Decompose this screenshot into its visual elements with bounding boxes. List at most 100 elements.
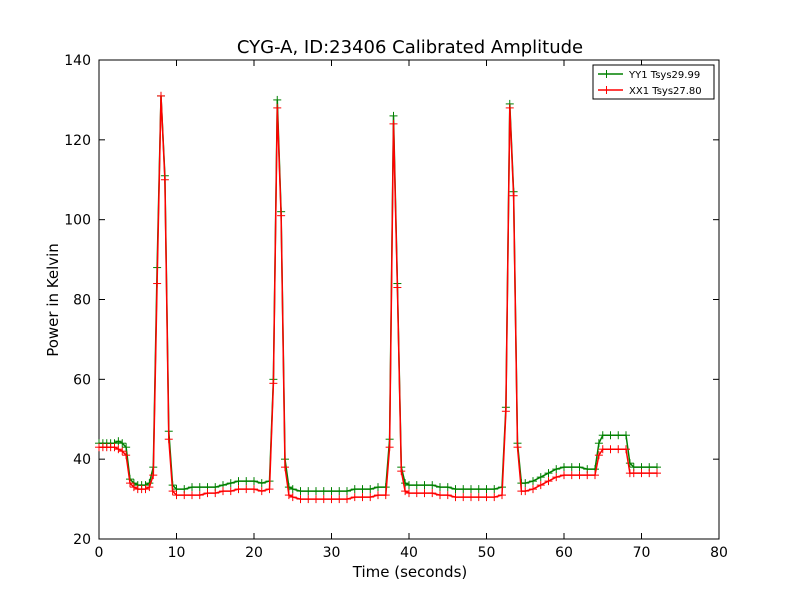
data-point [296,495,305,504]
data-point [490,493,499,502]
data-point [203,489,212,498]
data-point [226,479,235,488]
data-point [509,191,518,200]
chart-title: CYG-A, ID:23406 Calibrated Amplitude [237,37,583,58]
data-point [606,445,615,454]
data-point [343,487,351,496]
y-tick-label: 20 [73,532,91,548]
data-point [622,445,630,454]
data-point [129,483,138,492]
data-point [498,491,506,500]
data-point [180,491,189,500]
data-point [374,483,382,492]
data-point [598,445,607,454]
data-point [389,111,398,120]
data-point [583,471,592,480]
data-point [389,119,398,128]
data-point [412,489,421,498]
data-point [397,467,406,476]
data-point [118,439,127,448]
y-tick-label: 100 [64,213,91,229]
data-point [312,487,320,496]
data-point [393,283,402,292]
data-point [281,463,289,472]
data-point [219,487,227,496]
data-point [304,495,313,504]
data-point [521,479,530,488]
data-point [350,485,359,494]
data-point [257,487,266,496]
data-point [567,471,576,480]
data-point [172,491,181,500]
data-point [374,491,382,500]
data-point [451,485,460,494]
data-point [358,493,367,502]
data-point [234,485,243,494]
y-tick-label: 80 [73,293,91,309]
data-point [443,483,452,492]
series-layer [95,91,661,504]
legend-item: XX1 Tsys27.80 [598,86,702,97]
legend-box [592,64,715,100]
data-point [505,103,514,112]
data-point [168,487,177,496]
x-tick-label: 40 [400,545,418,561]
data-point [319,487,328,496]
data-point [385,443,394,452]
data-point [552,465,561,474]
data-point [436,491,444,500]
data-point [401,487,410,496]
data-point [536,473,545,482]
data-point [606,431,615,440]
data-point [490,485,499,494]
x-tick-label: 80 [710,545,728,561]
data-point [482,485,491,494]
data-point [250,485,258,494]
data-point [629,469,638,478]
data-point [160,175,169,184]
data-point [211,489,220,498]
data-point [312,495,320,504]
data-point [284,491,293,500]
data-point [436,483,444,492]
data-point [250,477,258,486]
data-point [188,491,196,500]
data-point [594,439,603,448]
data-point [428,481,437,490]
data-point [501,407,510,416]
data-point [474,485,483,494]
data-point [242,477,251,486]
y-tick-label: 40 [73,452,91,468]
y-tick-label: 60 [73,372,91,388]
data-point [459,493,468,502]
data-point [575,471,584,480]
data-point [343,495,351,504]
data-point [552,473,561,482]
y-axis-ticks: 20 40 60 80 100 120 140 [64,53,719,548]
data-point [319,495,328,504]
x-axis-label: Time (seconds) [352,563,468,581]
data-point [420,489,429,498]
legend: YY1 Tsys29.99 XX1 Tsys27.80 [592,64,715,100]
data-point [521,487,530,496]
x-tick-label: 70 [633,545,651,561]
data-point [544,477,553,486]
data-point [467,485,475,494]
data-point [653,469,661,478]
data-point [335,495,344,504]
data-point [304,487,313,496]
data-point [277,211,286,220]
data-point [273,103,282,112]
legend-label: YY1 Tsys29.99 [628,70,700,81]
data-point [327,495,336,504]
data-point [544,469,553,478]
data-point [529,477,537,486]
data-point [164,435,173,444]
data-point [459,485,468,494]
data-point [428,489,437,498]
data-point [122,443,131,452]
x-tick-label: 30 [323,545,341,561]
data-point [420,481,429,490]
data-point [242,485,251,494]
